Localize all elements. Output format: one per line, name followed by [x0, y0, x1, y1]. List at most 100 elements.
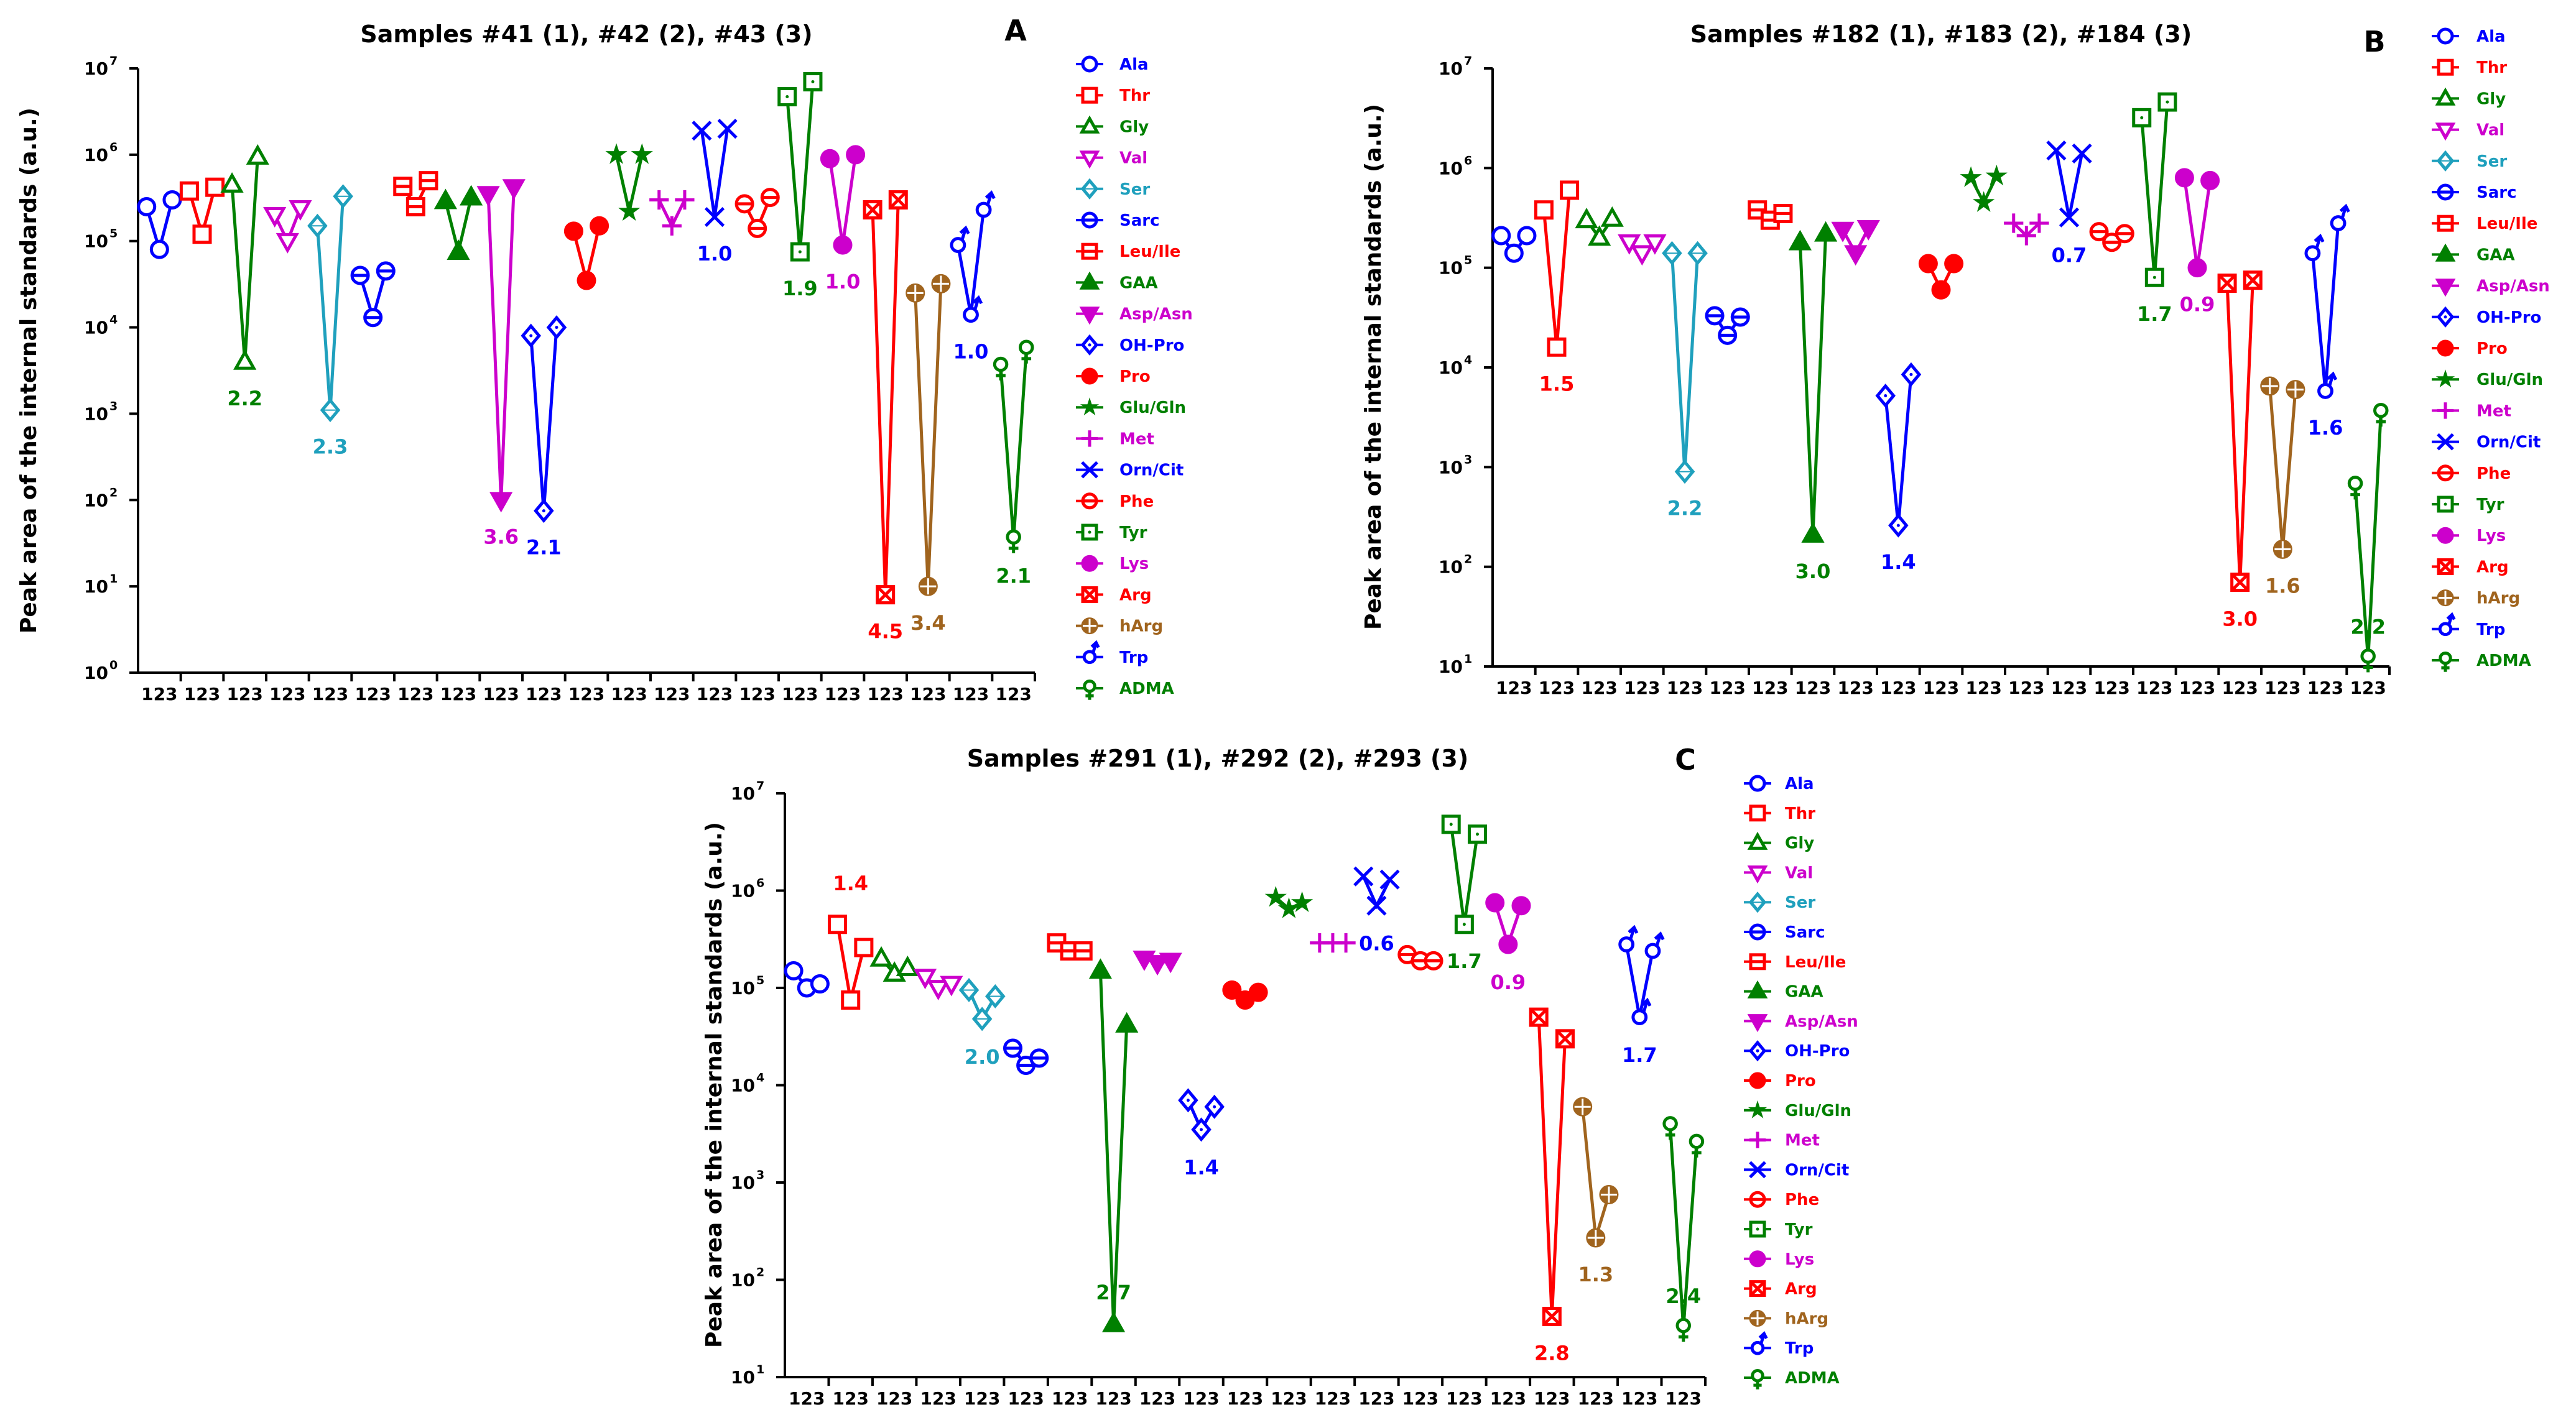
legend-item-arg: Arg — [1744, 1280, 1817, 1299]
x-tick-label: 123 — [782, 684, 818, 704]
legend-label: Asp/Asn — [1785, 1012, 1858, 1031]
legend-item-lys: Lys — [1076, 555, 1149, 573]
legend-marker — [1749, 953, 1766, 970]
data-point-1 — [1918, 254, 1938, 274]
data-point-2 — [748, 218, 767, 238]
data-point-2 — [192, 224, 212, 244]
legend-marker — [2435, 122, 2456, 141]
legend-label: Tyr — [1119, 523, 1147, 542]
data-point-1 — [2217, 274, 2237, 293]
series-leu-ile — [393, 171, 438, 216]
data-point-3 — [1073, 941, 1093, 961]
x-tick-label: 123 — [953, 684, 989, 704]
legend-item-phe: Phe — [1076, 492, 1154, 511]
legend-label: Glu/Gln — [1119, 399, 1186, 417]
data-point-1 — [2132, 108, 2152, 127]
y-tick-label: 10 — [84, 576, 108, 597]
legend-marker — [1081, 430, 1098, 447]
data-point-3 — [376, 261, 396, 281]
legend-item-lys: Lys — [2432, 527, 2506, 545]
data-point-2 — [1844, 245, 1868, 266]
data-point-1 — [137, 196, 157, 216]
x-tick-label: 123 — [2350, 678, 2386, 698]
legend-label: Ser — [2476, 152, 2507, 171]
legend-item-thr: Thr — [1076, 86, 1150, 105]
legend-label: Pro — [1785, 1072, 1816, 1090]
legend-label: ADMA — [1785, 1369, 1840, 1388]
series-line — [2140, 101, 2169, 278]
x-tick-label: 123 — [910, 684, 946, 704]
legend-item-met: Met — [1744, 1132, 1820, 1150]
x-tick-label: 123 — [920, 1388, 956, 1409]
data-point-3 — [205, 177, 225, 197]
data-point-3 — [846, 145, 866, 165]
series-line — [1670, 253, 1700, 472]
legend-item-gly: Gly — [2432, 87, 2506, 108]
legend-marker — [1749, 1161, 1766, 1179]
data-point-1 — [605, 143, 628, 164]
data-point-1 — [1575, 208, 1598, 229]
legend-label: OH-Pro — [1785, 1042, 1850, 1061]
series-gaa: 2.7 — [1088, 958, 1139, 1332]
x-tick-label: 123 — [1795, 678, 1831, 698]
chart-title: Samples #41 (1), #42 (2), #43 (3) — [360, 21, 812, 48]
series-annotation: 2.7 — [1096, 1281, 1131, 1304]
legend-marker — [1749, 1220, 1766, 1238]
series-ala — [784, 961, 830, 998]
legend-item-pro: Pro — [2432, 339, 2508, 358]
legend-marker — [1749, 1309, 1766, 1327]
legend-item-arg: Arg — [1076, 586, 1152, 604]
data-point-2 — [405, 196, 425, 216]
legend-marker — [2437, 58, 2454, 76]
legend-marker — [2435, 243, 2456, 262]
legend-marker — [1079, 115, 1100, 134]
data-point-2 — [841, 990, 861, 1010]
legend-label: Thr — [1785, 805, 1815, 823]
legend-label: Val — [2476, 121, 2504, 140]
legend-marker — [1749, 1132, 1766, 1148]
data-point-3 — [1730, 307, 1750, 327]
data-point-1 — [2260, 376, 2280, 396]
legend-marker — [2437, 183, 2454, 201]
y-tick-label: 10 — [731, 1270, 755, 1291]
data-point-1 — [2089, 222, 2109, 242]
legend-item-thr: Thr — [2432, 58, 2507, 77]
data-point-2 — [1006, 529, 1021, 553]
legend-marker — [1749, 775, 1766, 792]
data-point-1 — [350, 265, 370, 285]
series-annotation: 1.5 — [1539, 372, 1575, 395]
series-annotation: 2.4 — [1666, 1284, 1701, 1308]
legend-label: Trp — [2476, 620, 2505, 639]
legend-marker — [2437, 496, 2454, 513]
legend-marker — [1080, 334, 1099, 356]
legend-label: Gly — [1785, 834, 1814, 853]
x-tick-label: 123 — [697, 684, 733, 704]
y-tick-label: 10 — [1439, 557, 1463, 578]
legend-label: Thr — [1119, 86, 1150, 105]
series-leu-ile — [1047, 933, 1093, 961]
series-arg: 2.8 — [1529, 1007, 1575, 1365]
legend-item-leu-ile: Leu/Ile — [1744, 953, 1846, 972]
data-point-2 — [2059, 207, 2080, 228]
data-point-1 — [1960, 166, 1982, 187]
series-line — [999, 349, 1028, 540]
legend-item-ala: Ala — [2432, 27, 2506, 46]
series-tyr: 1.7 — [1441, 814, 1488, 973]
series-annotation: 3.4 — [910, 611, 946, 635]
data-point-2 — [971, 1007, 993, 1031]
x-tick-label: 123 — [1358, 1388, 1394, 1409]
legend-marker — [1083, 679, 1096, 700]
series-annotation: 1.0 — [825, 270, 861, 293]
data-point-1 — [1662, 1116, 1678, 1140]
legend-item-phe: Phe — [2432, 464, 2511, 483]
legend-marker — [2439, 651, 2452, 672]
data-point-3 — [2373, 402, 2389, 427]
y-tick-label: 10 — [731, 1367, 755, 1388]
series-lys: 0.9 — [2174, 168, 2220, 316]
data-point-2 — [1498, 934, 1518, 954]
data-point-3 — [419, 171, 438, 191]
data-point-3 — [1644, 931, 1665, 959]
data-point-3 — [1159, 952, 1182, 974]
data-point-2 — [1191, 1117, 1212, 1142]
legend-item-glu-gln: Glu/Gln — [1744, 1100, 1851, 1120]
